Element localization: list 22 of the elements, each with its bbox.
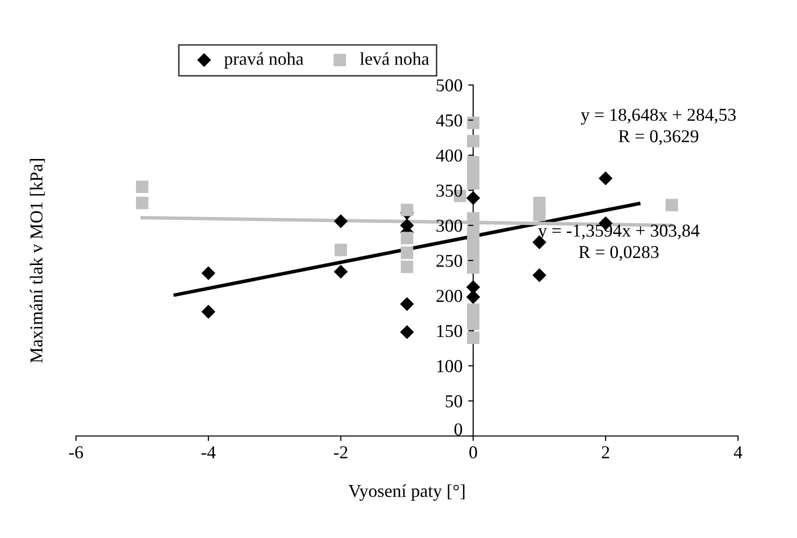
y-tick-label: 50 (446, 395, 462, 408)
y-tick-label: 350 (436, 184, 462, 197)
y-tick-label: 200 (436, 290, 462, 302)
y-tick-label: 400 (436, 149, 462, 162)
y-tick-label: 250 (436, 254, 462, 267)
x-tick-label: 4 (734, 446, 742, 458)
y-tick-label: 500 (436, 79, 462, 92)
y-tick-label: 450 (436, 114, 462, 127)
x-tick-label: -4 (202, 446, 216, 458)
x-tick-label: 2 (602, 446, 610, 458)
legend-label: pravá noha (224, 52, 304, 69)
y-tick-label: 100 (437, 360, 462, 372)
x-tick-label: -6 (69, 446, 83, 458)
y-axis-title: Maximání tlak v MO1 [kPa] (30, 159, 45, 363)
legend-label: levá noha (360, 52, 430, 65)
x-axis-title: Vyosení paty [°] (348, 484, 464, 501)
y-tick-label: 150 (437, 324, 462, 338)
y-tick-label: 300 (436, 220, 462, 232)
x-tick-label: -2 (334, 446, 348, 458)
annotation: y = 18,648x + 284,53 R = 0,3629 (580, 108, 736, 145)
x-tick-label: 0 (469, 446, 478, 458)
y-tick-label: 0 (454, 423, 462, 436)
